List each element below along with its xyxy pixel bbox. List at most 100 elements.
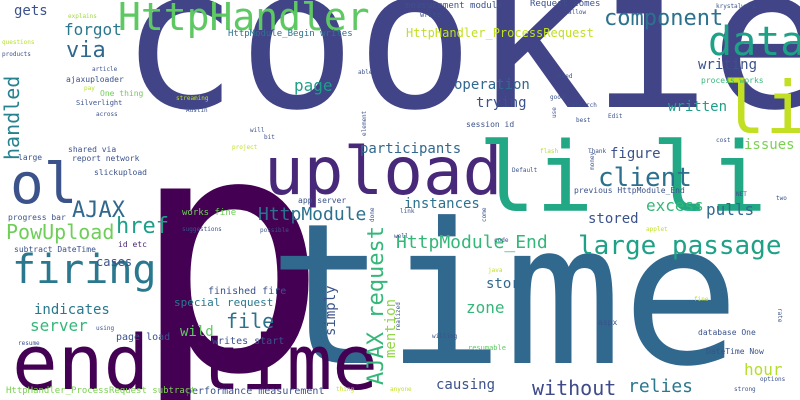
word-app-server: app server (298, 196, 347, 205)
word-forgot: forgot (64, 20, 122, 39)
word-able: able (358, 69, 373, 76)
word-project: project (232, 144, 258, 151)
word-file: file (226, 309, 275, 333)
word-stored: stored (588, 211, 639, 227)
word-page: page (294, 76, 333, 95)
word-suggestions: suggestions (182, 226, 222, 233)
word-simply: simply (323, 285, 339, 336)
word-questions: questions (2, 39, 35, 46)
word-httpmodule-begin-writes: HttpModule_Begin writes (228, 29, 353, 39)
word-previous-httpmodule-end: previous HttpModule_End (574, 186, 685, 195)
word-aspx: aspx (598, 318, 618, 327)
word-datetime-now: DateTime Now (706, 347, 764, 356)
word-request-comes: Request comes (530, 0, 601, 9)
word-hour: hour (744, 360, 783, 379)
word-well: well (394, 233, 409, 240)
word-products: products (2, 51, 31, 58)
word-ajaxuploader: ajaxuploader (66, 75, 124, 84)
word-done: done (369, 207, 376, 222)
word-gets: gets (14, 3, 48, 19)
word-using: using (96, 325, 115, 332)
word-participants: participants (360, 141, 462, 157)
word-article: article (92, 66, 118, 73)
word-database-one: database One (698, 328, 756, 337)
word-data: data (708, 19, 800, 65)
word-write: write (420, 11, 442, 19)
word-good: good (550, 94, 565, 101)
word-zone: zone (466, 298, 505, 317)
word-finished-fire: finished fire (208, 286, 287, 297)
word-resume: resume (18, 340, 40, 347)
word-flash: flash (540, 148, 559, 155)
word-written: written (668, 99, 728, 115)
word-excess: excess (646, 196, 704, 215)
word-report-network: report network (72, 154, 140, 163)
word-handled: handled (0, 75, 24, 160)
word-works-fine: works fine (182, 208, 237, 218)
word-willing: willing (432, 333, 458, 340)
word-p: p (130, 63, 329, 400)
word-writes-start: writes start (212, 336, 285, 347)
word-one-thing: One thing (100, 89, 144, 98)
word-use: use (551, 107, 558, 118)
word-resumable: resumable (468, 344, 506, 352)
word-upload: upload (264, 133, 503, 210)
word-subtract-datetime: subtract DateTime (14, 245, 96, 254)
word-httphandler-processrequest-subtract: HttpHandler_ProcessRequest subtract (6, 386, 196, 396)
word-httphandler-processrequest: HttpHandler_ProcessRequest (406, 26, 594, 40)
word-shared-via: shared via (68, 145, 117, 154)
word-measurement-module: measurement module (405, 1, 503, 11)
word-client: client (598, 163, 692, 193)
word-ajax: AJAX (72, 198, 125, 223)
word-figure: figure (610, 146, 661, 162)
word-via: via (66, 38, 106, 63)
word-httpmodule-end: HttpModule_End (396, 232, 548, 253)
word-thing: thing (336, 386, 355, 393)
word-across: across (96, 111, 118, 118)
word-austin: Austin (186, 107, 208, 114)
word-pulls: pulls (706, 200, 755, 219)
word-firing: firing (12, 247, 157, 293)
word-time: time (268, 182, 741, 400)
word-strong: strong (734, 386, 756, 393)
word-special-request: special request (174, 296, 274, 309)
word-large: large (18, 153, 43, 162)
word-li-li: li li (478, 122, 767, 234)
word-money: money (589, 151, 596, 170)
word-httphandler: HttpHandler (118, 0, 370, 39)
word-httpmodule: HttpModule (258, 204, 367, 225)
word-cost: cost (716, 137, 731, 144)
word-progress-bar: progress bar (8, 213, 66, 222)
word-operation: operation (454, 77, 530, 93)
word-edit: Edit (608, 113, 623, 120)
word-cases: cases (96, 255, 133, 269)
word-link: link (400, 208, 415, 215)
word-applet: applet (646, 226, 668, 233)
word-slickupload: slickupload (94, 168, 147, 177)
word-explains: explains (68, 13, 97, 20)
word-causing: causing (436, 377, 496, 393)
word-rate: rate (776, 308, 783, 323)
word-will: will (250, 127, 265, 134)
word-href: href (116, 214, 169, 239)
word-end-time: end time (12, 318, 379, 400)
word-bit: bit (264, 134, 275, 141)
word-fine: fine (694, 296, 709, 303)
word-possible: possible (260, 227, 289, 234)
word-component: component (604, 6, 724, 31)
word-default: Default (512, 167, 538, 174)
word-realized: realized (395, 302, 402, 331)
word-writing: writing (698, 57, 758, 73)
word-performance-measurement: performance measurement (186, 386, 325, 397)
word-streaming: streaming (176, 95, 209, 102)
word-instances: instances (404, 196, 480, 212)
word-best: best (576, 117, 591, 124)
word-relies: relies (628, 376, 694, 397)
word-id-etc: id etc (118, 240, 147, 249)
word-process-works: process works (701, 76, 764, 85)
word-code: code (494, 237, 509, 244)
word-research: research (568, 102, 597, 109)
word-issues: issues (744, 137, 795, 153)
word-krystalware: krystalware (716, 3, 756, 10)
